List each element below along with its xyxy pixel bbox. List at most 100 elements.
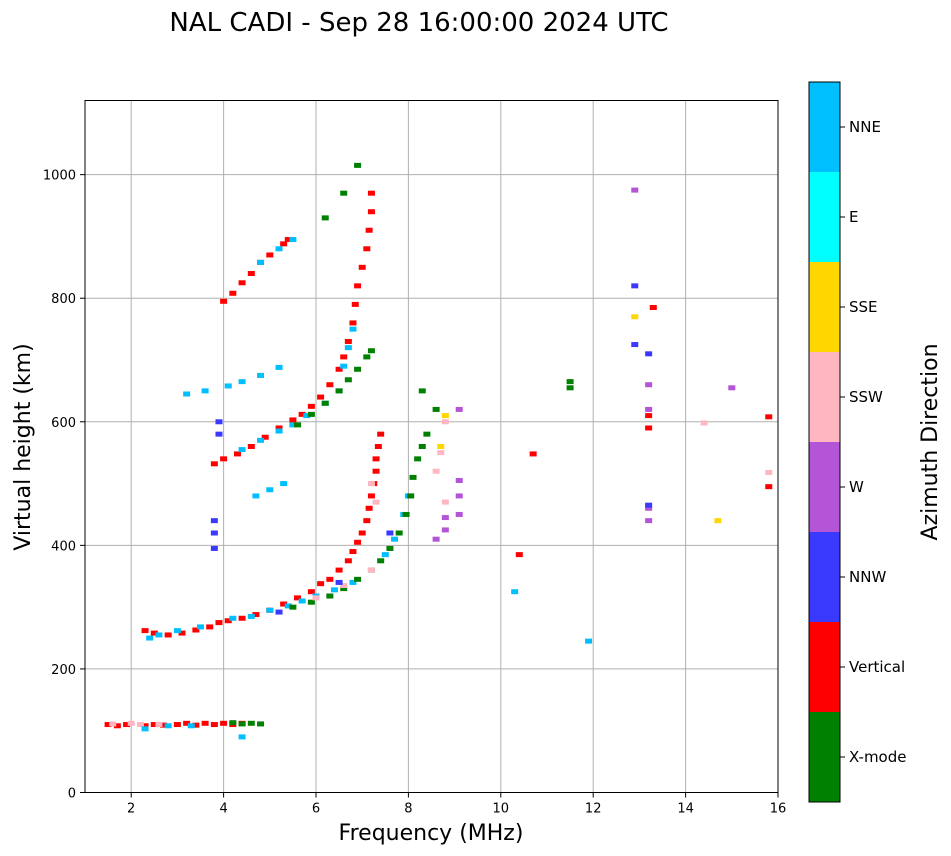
- data-point-nne: [511, 589, 519, 595]
- colorbar-segment: [809, 82, 840, 172]
- data-point-vertical: [141, 723, 149, 729]
- colorbar-label: Vertical: [849, 658, 905, 676]
- data-point-w: [455, 406, 463, 412]
- grid-lines: [85, 100, 779, 793]
- data-point-vertical: [335, 567, 343, 573]
- y-tick-label: 600: [51, 416, 76, 431]
- data-point-vertical: [238, 615, 246, 621]
- data-point-nne: [247, 613, 255, 619]
- data-point-vertical: [365, 505, 373, 511]
- data-point-nnw: [645, 351, 653, 357]
- data-point-nne: [155, 632, 163, 638]
- data-point-x-mode: [294, 422, 302, 428]
- colorbar-label: E: [849, 208, 858, 226]
- data-point-ssw: [432, 468, 440, 474]
- data-point-x-mode: [566, 385, 574, 391]
- data-point-vertical: [358, 530, 366, 536]
- data-point-nne: [238, 379, 246, 385]
- data-point-vertical: [349, 549, 357, 555]
- data-point-nnw: [210, 518, 218, 524]
- data-point-nnw: [215, 419, 223, 425]
- colorbar-frame: [808, 81, 841, 803]
- data-point-vertical: [349, 320, 357, 326]
- chart-title: NAL CADI - Sep 28 16:00:00 2024 UTC: [169, 8, 668, 38]
- data-point-vertical: [123, 722, 131, 728]
- data-point-vertical: [367, 493, 375, 499]
- data-point-ssw: [367, 481, 375, 487]
- data-point-vertical: [280, 241, 288, 247]
- data-point-nne: [141, 726, 149, 732]
- data-point-vertical: [192, 627, 200, 633]
- data-point-vertical: [206, 624, 214, 630]
- data-point-sse: [441, 413, 449, 419]
- data-point-vertical: [354, 283, 362, 289]
- data-point-nnw: [335, 579, 343, 585]
- data-point-vertical: [367, 209, 375, 215]
- x-tick-label: 10: [493, 802, 510, 817]
- data-point-sse: [437, 444, 445, 449]
- data-point-vertical: [765, 414, 773, 420]
- x-tick-label: 14: [677, 802, 694, 817]
- data-point-x-mode: [340, 190, 348, 196]
- data-point-vertical: [266, 252, 274, 258]
- data-point-nne: [257, 259, 265, 265]
- data-point-nne: [183, 391, 191, 397]
- data-point-x-mode: [407, 493, 415, 499]
- data-point-vertical: [372, 456, 380, 462]
- data-point-x-mode: [363, 354, 371, 360]
- data-point-vertical: [317, 394, 325, 400]
- data-point-vertical: [515, 552, 523, 558]
- data-point-vertical: [280, 601, 288, 607]
- data-point-w: [645, 518, 653, 524]
- data-point-x-mode: [418, 388, 426, 394]
- data-point-vertical: [173, 722, 181, 728]
- data-point-w: [645, 382, 653, 388]
- colorbar-label: NNW: [849, 568, 886, 586]
- data-point-nnw: [210, 530, 218, 536]
- data-point-sse: [714, 518, 722, 524]
- colorbar-label: W: [849, 478, 864, 496]
- data-point-vertical: [317, 581, 325, 587]
- data-point-ssw: [109, 721, 117, 727]
- data-point-vertical: [229, 290, 237, 296]
- data-point-vertical: [307, 589, 315, 595]
- data-point-vertical: [220, 456, 228, 462]
- data-point-x-mode: [367, 348, 375, 354]
- data-point-w: [432, 536, 440, 542]
- data-point-vertical: [247, 271, 255, 276]
- data-point-x-mode: [335, 388, 343, 394]
- data-point-nne: [391, 536, 399, 542]
- x-axis-label: Frequency (MHz): [339, 821, 524, 846]
- data-point-w: [455, 493, 463, 499]
- data-point-vertical: [164, 632, 172, 638]
- data-point-vertical: [224, 618, 232, 624]
- data-point-ssw: [127, 720, 135, 726]
- data-point-vertical: [351, 301, 359, 307]
- x-tick-label: 4: [219, 802, 227, 817]
- colorbar-segment: [809, 622, 840, 712]
- data-point-vertical: [178, 630, 186, 636]
- x-tick-label: 6: [312, 802, 320, 817]
- data-point-vertical: [529, 451, 537, 457]
- data-marks: [104, 162, 773, 740]
- data-point-vertical: [220, 298, 228, 304]
- data-point-vertical: [220, 720, 228, 726]
- data-point-ssw: [437, 450, 445, 456]
- data-point-nne: [257, 437, 265, 443]
- y-tick-label: 800: [51, 292, 76, 307]
- data-point-x-mode: [409, 474, 417, 480]
- data-point-w: [441, 527, 449, 533]
- data-point-vertical: [160, 722, 168, 728]
- data-point-nne: [280, 481, 288, 487]
- data-point-vertical: [113, 723, 121, 729]
- data-point-vertical: [344, 558, 352, 564]
- data-point-vertical: [326, 382, 334, 388]
- data-point-vertical: [210, 461, 218, 467]
- data-point-nne: [349, 326, 357, 332]
- data-point-x-mode: [395, 530, 403, 536]
- data-point-vertical: [298, 411, 306, 417]
- data-point-nnw: [631, 283, 639, 289]
- data-point-ssw: [136, 722, 144, 728]
- axis-ticks: 2 4 6 8 10 12 14 16 0 200 400 600 800 1000: [43, 169, 786, 817]
- colorbar-label: SSE: [849, 298, 878, 316]
